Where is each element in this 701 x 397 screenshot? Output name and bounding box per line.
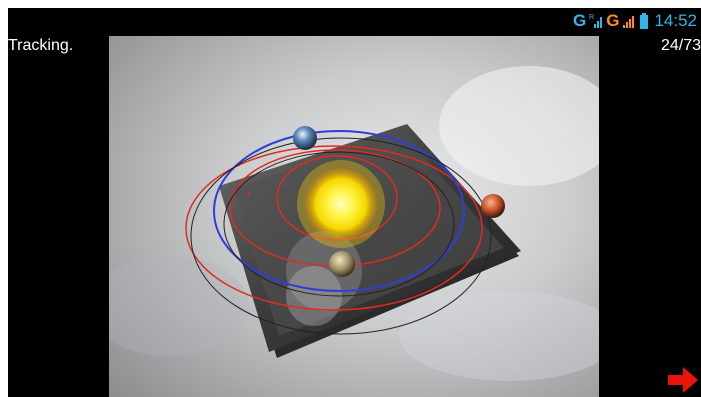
orbit-blue xyxy=(213,130,465,292)
network-label-2: G xyxy=(606,11,620,30)
orbit-black-inner xyxy=(223,151,455,297)
network-label-1: G xyxy=(572,11,587,30)
mars-icon xyxy=(481,194,505,218)
signal-icon xyxy=(623,16,635,28)
status-bar: G R G 14:52 xyxy=(8,8,701,34)
sun-icon xyxy=(305,168,377,240)
status-icons: G R G 14:52 xyxy=(573,11,697,31)
moon-icon xyxy=(329,251,355,277)
tracking-status: Tracking. xyxy=(8,37,74,54)
camera-view[interactable] xyxy=(109,36,599,397)
orbit-black-outer xyxy=(190,137,492,335)
frame-counter: 24/73 xyxy=(660,37,701,54)
signal-roaming-icon: R xyxy=(589,14,603,28)
arrow-right-icon xyxy=(668,367,698,393)
svg-text:R: R xyxy=(589,14,594,21)
orbit-outer-red xyxy=(185,145,483,311)
battery-icon xyxy=(640,13,649,29)
orbit-inner-red xyxy=(276,155,398,241)
ar-scene xyxy=(109,36,599,397)
next-button[interactable] xyxy=(668,367,698,393)
app-screen: G R G 14:52 Tracking. 24/73 xyxy=(8,8,701,397)
earth-icon xyxy=(293,126,317,150)
clock: 14:52 xyxy=(654,11,697,30)
